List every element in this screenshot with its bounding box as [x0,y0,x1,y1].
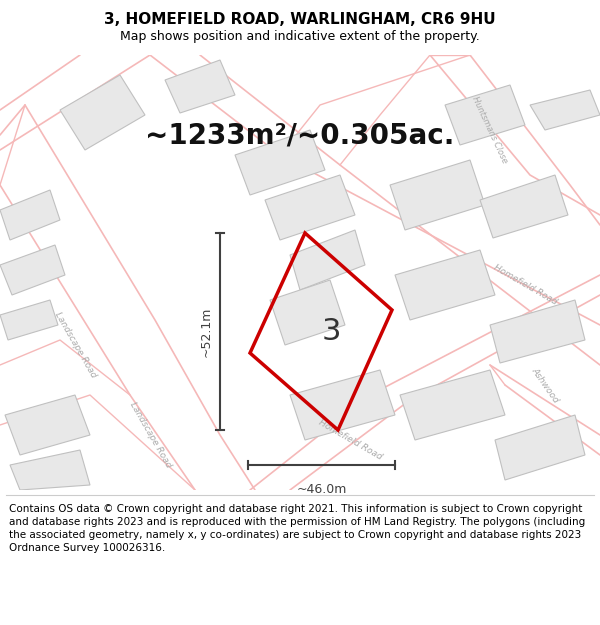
Text: 3: 3 [322,317,341,346]
Text: ~52.1m: ~52.1m [199,306,212,357]
Polygon shape [490,300,585,363]
Text: ~46.0m: ~46.0m [296,483,347,496]
Polygon shape [10,450,90,490]
Text: Homefield Road: Homefield Road [491,263,559,307]
Polygon shape [0,245,65,295]
Polygon shape [390,160,485,230]
Polygon shape [60,75,145,150]
Polygon shape [5,395,90,455]
Polygon shape [495,415,585,480]
Polygon shape [270,280,345,345]
Text: Homefield Road: Homefield Road [317,418,383,462]
Polygon shape [290,370,395,440]
Text: Landscape Road: Landscape Road [53,311,97,379]
Text: Ashwood: Ashwood [530,366,560,404]
Polygon shape [265,175,355,240]
Polygon shape [395,250,495,320]
Text: ~1233m²/~0.305ac.: ~1233m²/~0.305ac. [145,121,455,149]
Polygon shape [165,60,235,113]
Polygon shape [235,130,325,195]
Polygon shape [480,175,568,238]
Polygon shape [400,370,505,440]
Polygon shape [0,300,58,340]
Polygon shape [445,85,525,145]
Text: Contains OS data © Crown copyright and database right 2021. This information is : Contains OS data © Crown copyright and d… [9,504,585,553]
Text: Map shows position and indicative extent of the property.: Map shows position and indicative extent… [120,30,480,43]
Text: Huntsmans Close: Huntsmans Close [470,95,509,165]
Polygon shape [0,190,60,240]
Polygon shape [530,90,600,130]
Text: 3, HOMEFIELD ROAD, WARLINGHAM, CR6 9HU: 3, HOMEFIELD ROAD, WARLINGHAM, CR6 9HU [104,12,496,27]
Polygon shape [290,230,365,290]
Text: Landscape Road: Landscape Road [128,401,172,469]
